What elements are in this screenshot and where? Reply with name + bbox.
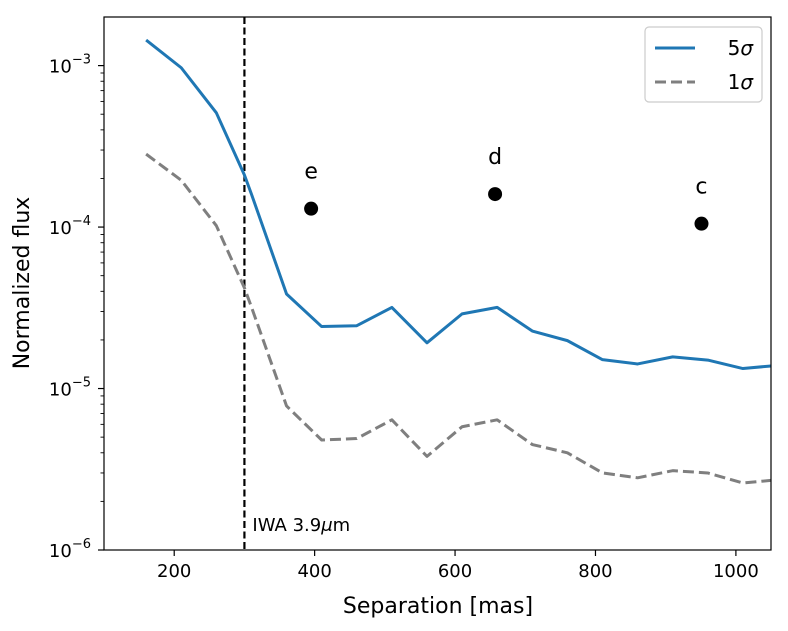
y-tick-label-2: 10−5 [49,376,91,401]
point-e [304,201,319,216]
y-tick-label-base: 10 [49,57,72,78]
y-tick-label-0: 10−3 [49,53,91,78]
point-label-c: c [695,175,707,200]
x-tick-label-1000: 1000 [713,561,759,582]
x-tick-label-800: 800 [578,561,612,582]
y-tick-label-exp: −3 [72,53,91,68]
y-tick-label-exp: −5 [72,376,91,391]
y-tick-label-exp: −4 [72,214,91,229]
iwa-label: IWA 3.9μm [252,515,350,536]
y-axis-label: Normalized flux [10,197,35,370]
axes-frame [103,16,772,551]
y-tick-label-3: 10−6 [49,537,91,562]
series-line-5sigma [145,38,771,371]
y-tick-label-base: 10 [49,541,72,562]
y-axis: 10−310−410−510−6 [49,53,104,562]
point-label-d: d [488,145,502,170]
y-tick-label-exp: −6 [72,537,91,552]
iwa-label-mu: μ [320,515,332,536]
legend-label-num: 1 [728,70,741,94]
point-d [488,187,503,202]
point-label-e: e [304,160,318,185]
x-tick-label-400: 400 [297,561,331,582]
iwa-label-main: IWA 3.9 [252,515,321,536]
legend-label-sigma: σ [740,70,754,94]
y-tick-label-base: 10 [49,380,72,401]
x-tick-label-600: 600 [438,561,472,582]
iwa-label-unit: m [333,515,351,536]
legend-label-5sigma: 5σ [728,36,755,60]
y-tick-label-1: 10−4 [49,214,91,239]
x-axis: 200 400 600 800 1000 [157,550,759,582]
point-c [694,216,709,231]
legend-label-sigma: σ [740,36,754,60]
axes-border [103,16,772,551]
legend-label-1sigma: 1σ [728,70,755,94]
x-axis-label: Separation [mas] [343,594,533,619]
legend-label-num: 5 [728,36,741,60]
y-tick-label-base: 10 [49,218,72,239]
plot-area [145,17,771,550]
x-tick-label-200: 200 [157,561,191,582]
